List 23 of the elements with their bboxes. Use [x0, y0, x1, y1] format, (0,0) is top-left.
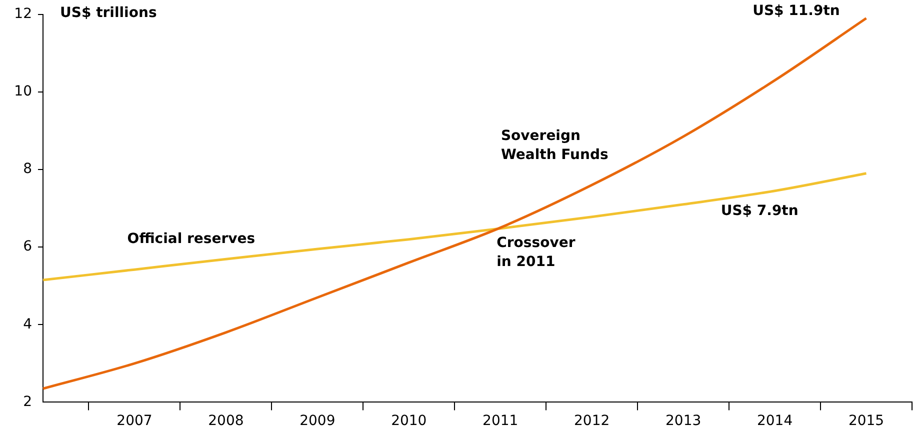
y-tick-label: 4: [23, 316, 32, 332]
annotation: Crossover in 2011: [496, 234, 576, 270]
x-tick-label: 2009: [300, 413, 336, 430]
y-tick-label: 10: [14, 84, 32, 100]
x-tick-label: 2010: [391, 413, 427, 430]
annotation: US$ 11.9tn: [752, 2, 840, 19]
x-tick-label: 2012: [574, 413, 610, 430]
annotation: US$ 7.9tn: [720, 203, 798, 220]
x-tick-label: 2011: [482, 413, 518, 430]
y-tick-label: 12: [14, 6, 32, 22]
line-series: [42, 17, 868, 390]
x-tick-label: 2015: [848, 413, 884, 430]
y-tick-label: 2: [23, 394, 32, 410]
x-tick-label: 2013: [665, 413, 702, 430]
x-tick-label: 2014: [756, 413, 793, 430]
y-axis-title: US$ trillions: [60, 5, 157, 22]
series-label: Official reserves: [127, 230, 256, 247]
x-tick-label: 2007: [116, 413, 152, 430]
y-tick-label: 6: [23, 238, 32, 255]
y-tick-label: 8: [23, 161, 32, 178]
series-label: Sovereign Wealth Funds: [500, 128, 608, 163]
x-tick-label: 2008: [208, 413, 244, 430]
line-series: [42, 172, 868, 282]
